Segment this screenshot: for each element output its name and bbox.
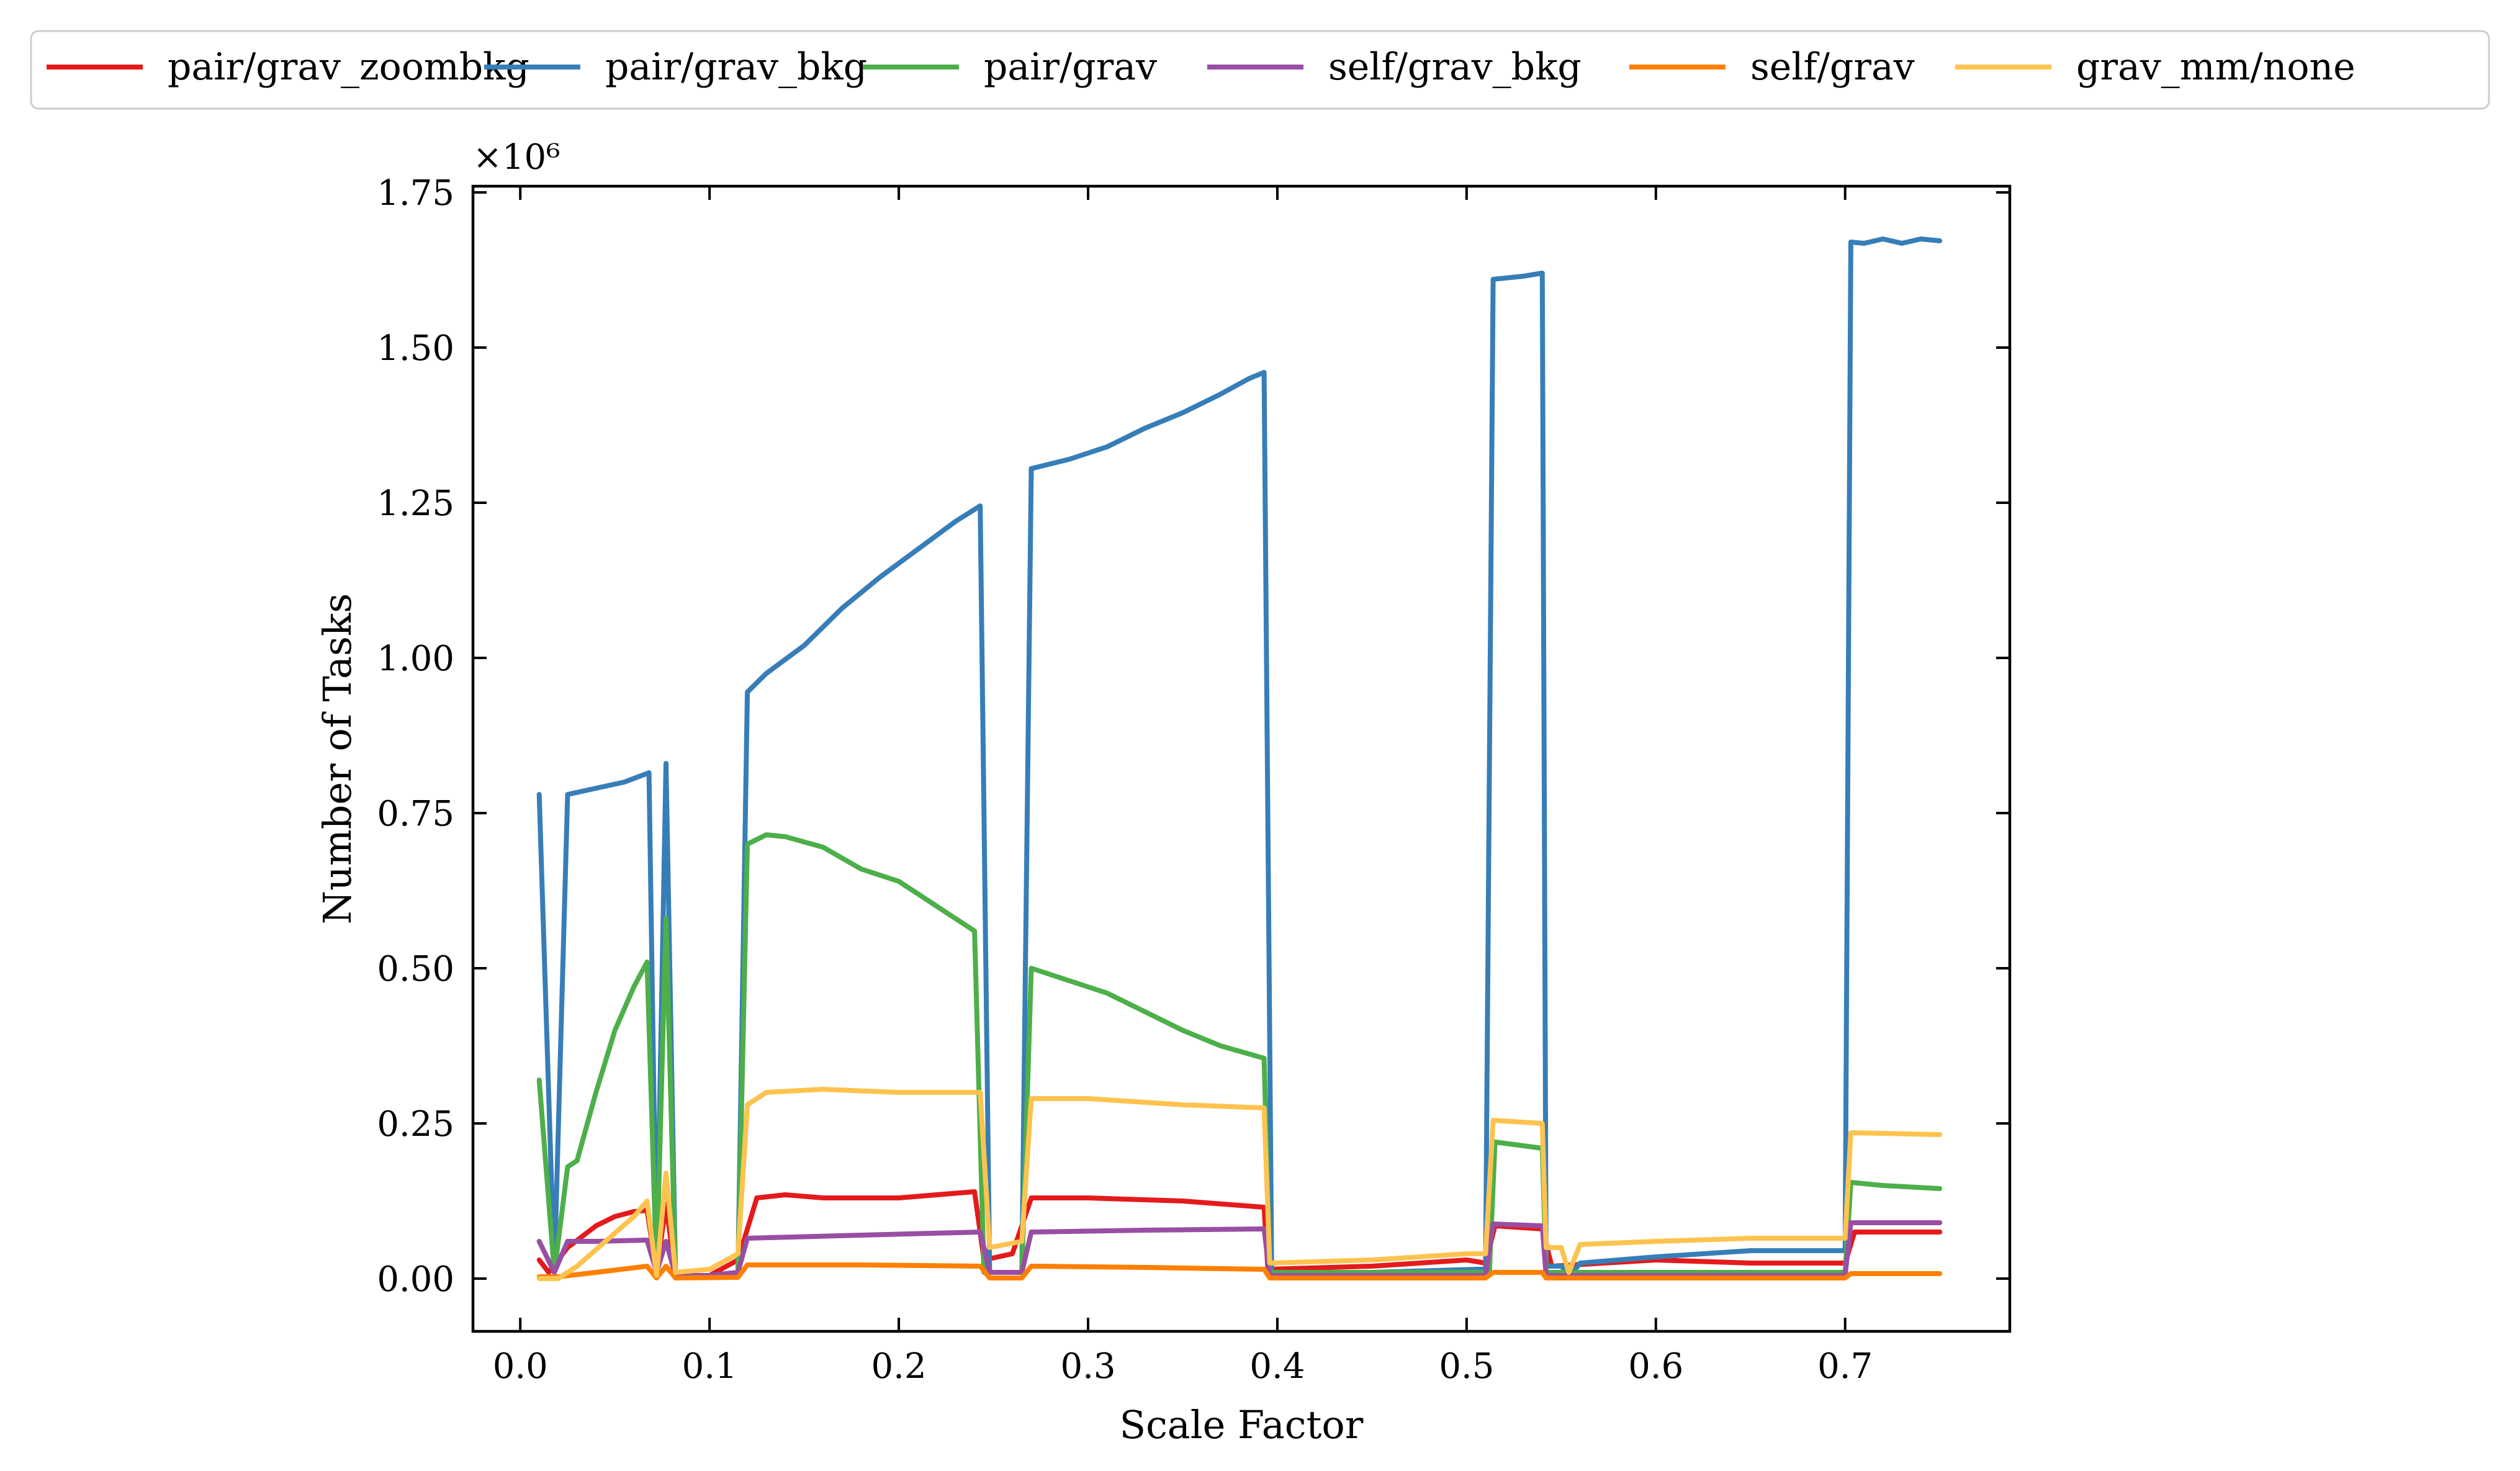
y-tick-label: 1.50 <box>377 328 454 369</box>
y-tick-label: 1.00 <box>377 639 454 679</box>
y-tick-label: 0.50 <box>377 949 454 989</box>
legend-box <box>30 30 2490 110</box>
y-tick-label: 0.25 <box>377 1104 454 1145</box>
y-tick-label: 1.25 <box>377 484 454 524</box>
x-tick-label: 0.6 <box>1628 1346 1683 1387</box>
y-axis-ticks: 0.00 0.25 0.50 0.75 1.00 1.25 1.50 1.75 <box>377 173 2010 1300</box>
series-layer <box>536 236 1943 1281</box>
x-tick-label: 0.0 <box>493 1346 548 1387</box>
y-axis-label: Number of Tasks <box>315 593 360 924</box>
x-tick-label: 0.5 <box>1439 1346 1494 1387</box>
x-tick-label: 0.7 <box>1817 1346 1873 1387</box>
series-line-grav-mm-none <box>536 1087 1943 1281</box>
x-tick-label: 0.2 <box>871 1346 927 1387</box>
plot-frame <box>471 184 2012 1333</box>
legend-label: self/grav_bkg <box>1328 45 1582 89</box>
legend: pair/grav_zoombkg pair/grav_bkg pair/grav s… <box>30 30 2490 110</box>
x-axis-ticks: 0.0 0.1 0.2 0.3 0.4 0.5 0.6 0.7 <box>493 186 1873 1387</box>
plot-area: 0.0 0.1 0.2 0.3 0.4 0.5 0.6 0.7 0.00 0.25 0.50 0.7… <box>315 137 2012 1447</box>
y-tick-label: 0.00 <box>377 1259 454 1300</box>
y-axis-multiplier: ×10⁶ <box>473 137 560 178</box>
legend-label: grav_mm/none <box>2076 45 2356 89</box>
x-tick-label: 0.4 <box>1249 1346 1305 1387</box>
y-tick-label: 0.75 <box>377 794 454 834</box>
y-tick-label: 1.75 <box>377 173 454 214</box>
x-tick-label: 0.1 <box>682 1346 737 1387</box>
x-tick-label: 0.3 <box>1060 1346 1115 1387</box>
series-line-pair-grav-bkg <box>536 236 1943 1278</box>
legend-label: self/grav <box>1750 45 1915 89</box>
legend-label: pair/grav_zoombkg <box>168 45 529 89</box>
legend-label: pair/grav_bkg <box>605 45 867 89</box>
x-axis-label: Scale Factor <box>1120 1402 1364 1447</box>
series-line-pair-grav <box>536 832 1943 1278</box>
series-line-self-grav-bkg <box>536 1220 1943 1278</box>
legend-label: pair/grav <box>984 45 1157 89</box>
